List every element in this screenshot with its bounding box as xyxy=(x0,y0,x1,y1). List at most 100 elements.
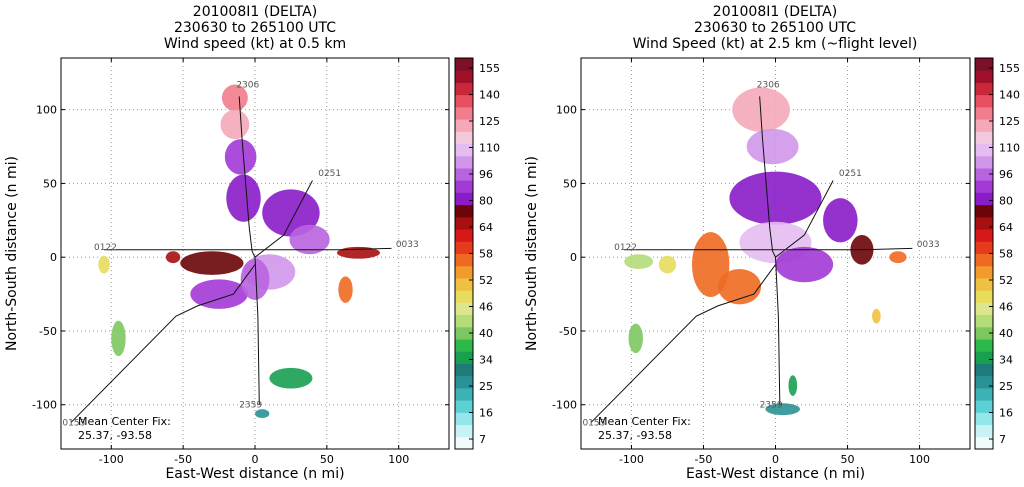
colorbar-swatch xyxy=(975,290,993,303)
colorbar-swatch xyxy=(455,94,473,108)
colorbar-tick-label: 52 xyxy=(999,274,1013,287)
track-time-label: 0251 xyxy=(318,169,341,179)
colorbar-tick-label: 140 xyxy=(479,89,500,102)
wind-speed-region xyxy=(338,276,353,303)
colorbar-tick-label: 155 xyxy=(999,62,1020,75)
x-tick-label: 50 xyxy=(320,453,334,466)
track-time-label: 2306 xyxy=(236,81,259,91)
colorbar-tick-label: 46 xyxy=(479,301,493,314)
colorbar-tick-label: 80 xyxy=(999,195,1013,208)
x-tick-label: -50 xyxy=(694,453,712,466)
y-tick-label: 100 xyxy=(556,104,577,117)
wind-speed-region xyxy=(765,403,800,416)
wind-speed-region xyxy=(224,139,257,175)
colorbar-tick-label: 58 xyxy=(479,248,493,261)
colorbar-tick-label: 34 xyxy=(999,354,1013,367)
flight-track-line xyxy=(624,247,913,251)
colorbar-swatch xyxy=(975,265,993,279)
y-axis-label: North-South distance (n mi) xyxy=(4,156,20,351)
colorbar-swatch xyxy=(975,167,993,181)
x-tick-label: -100 xyxy=(619,453,644,466)
colorbar-swatch xyxy=(975,363,993,377)
wind-speed-region xyxy=(262,189,320,237)
wind-speed-region xyxy=(624,254,654,269)
colorbar-tick-label: 46 xyxy=(999,301,1013,314)
colorbar-swatch xyxy=(455,155,473,169)
track-time-label: 0153 xyxy=(582,418,605,428)
y-tick-label: 50 xyxy=(43,177,57,190)
chart-title-line: 230630 to 265100 UTC xyxy=(174,20,336,36)
colorbar-swatch xyxy=(975,241,993,254)
y-tick-label: -100 xyxy=(552,399,577,412)
wind-speed-region xyxy=(289,224,330,255)
wind-speed-region xyxy=(823,198,858,243)
track-time-label: 2359 xyxy=(760,401,783,411)
track-time-label: 0122 xyxy=(614,243,637,253)
y-tick-label: 100 xyxy=(36,104,57,117)
colorbar-swatch xyxy=(455,143,473,157)
colorbar-swatch xyxy=(455,253,473,267)
colorbar-swatch xyxy=(975,204,993,218)
plot-area xyxy=(61,58,449,449)
chart-panel-1: 201008I1 (DELTA)230630 to 265100 UTCWind… xyxy=(4,4,500,482)
wind-speed-region xyxy=(111,320,126,357)
colorbar-tick-label: 7 xyxy=(479,433,486,446)
mean-center-fix-label: 25.37, -93.58 xyxy=(598,429,672,442)
chart-title-line: Wind Speed (kt) at 2.5 km (~flight level… xyxy=(633,36,918,52)
colorbar-tick-label: 40 xyxy=(999,327,1013,340)
colorbar-swatch xyxy=(455,204,473,218)
colorbar-swatch xyxy=(455,436,473,450)
chart-panel-2: 201008I1 (DELTA)230630 to 265100 UTCWind… xyxy=(524,4,1020,482)
colorbar-swatch xyxy=(975,131,993,145)
colorbar-swatch xyxy=(975,192,993,206)
colorbar-swatch xyxy=(975,326,993,340)
wind-speed-region xyxy=(190,279,248,309)
colorbar-swatch xyxy=(455,106,473,120)
colorbar-tick-label: 80 xyxy=(479,195,493,208)
colorbar-swatch xyxy=(455,192,473,206)
colorbar: 155 140 125 110 96 80 64 58 52 46 40 34 25 16 7 xyxy=(454,57,500,450)
colorbar-swatch xyxy=(455,314,473,328)
colorbar-swatch xyxy=(455,277,473,291)
colorbar-swatch xyxy=(975,229,993,242)
y-tick-label: 0 xyxy=(570,251,577,264)
colorbar-swatch xyxy=(975,155,993,169)
colorbar-tick-label: 16 xyxy=(479,407,493,420)
colorbar-tick-label: 64 xyxy=(999,221,1013,234)
x-tick-label: 0 xyxy=(772,453,779,466)
colorbar-swatch xyxy=(975,143,993,157)
colorbar-swatch xyxy=(455,131,473,145)
colorbar-swatch xyxy=(975,106,993,120)
colorbar-swatch xyxy=(975,339,993,352)
colorbar-swatch xyxy=(455,339,473,352)
colorbar-swatch xyxy=(455,351,473,364)
y-tick-label: 50 xyxy=(563,177,577,190)
colorbar-tick-label: 125 xyxy=(999,115,1020,128)
colorbar-swatch xyxy=(975,180,993,193)
flight-track-line xyxy=(70,264,256,423)
colorbar-swatch xyxy=(975,253,993,267)
colorbar-tick-label: 16 xyxy=(999,407,1013,420)
flight-track-line xyxy=(590,264,776,423)
colorbar-swatch xyxy=(975,58,993,71)
wind-speed-region xyxy=(269,367,313,389)
colorbar-swatch xyxy=(455,290,473,303)
y-tick-label: 0 xyxy=(50,251,57,264)
colorbar-swatch xyxy=(455,326,473,340)
track-time-label: 0122 xyxy=(94,243,117,253)
y-tick-label: -50 xyxy=(559,325,577,338)
colorbar-swatch xyxy=(455,387,473,401)
wind-speed-region xyxy=(180,251,244,275)
flight-track-line xyxy=(104,247,392,251)
y-tick-label: -100 xyxy=(32,399,57,412)
flight-track-line xyxy=(238,96,260,405)
colorbar-swatch xyxy=(455,302,473,316)
colorbar-swatch xyxy=(975,375,993,389)
wind-speed-region xyxy=(872,308,881,324)
wind-speed-region xyxy=(221,84,248,112)
track-time-label: 0033 xyxy=(396,240,419,250)
colorbar-swatch xyxy=(455,82,473,96)
flight-track-line xyxy=(775,180,834,258)
